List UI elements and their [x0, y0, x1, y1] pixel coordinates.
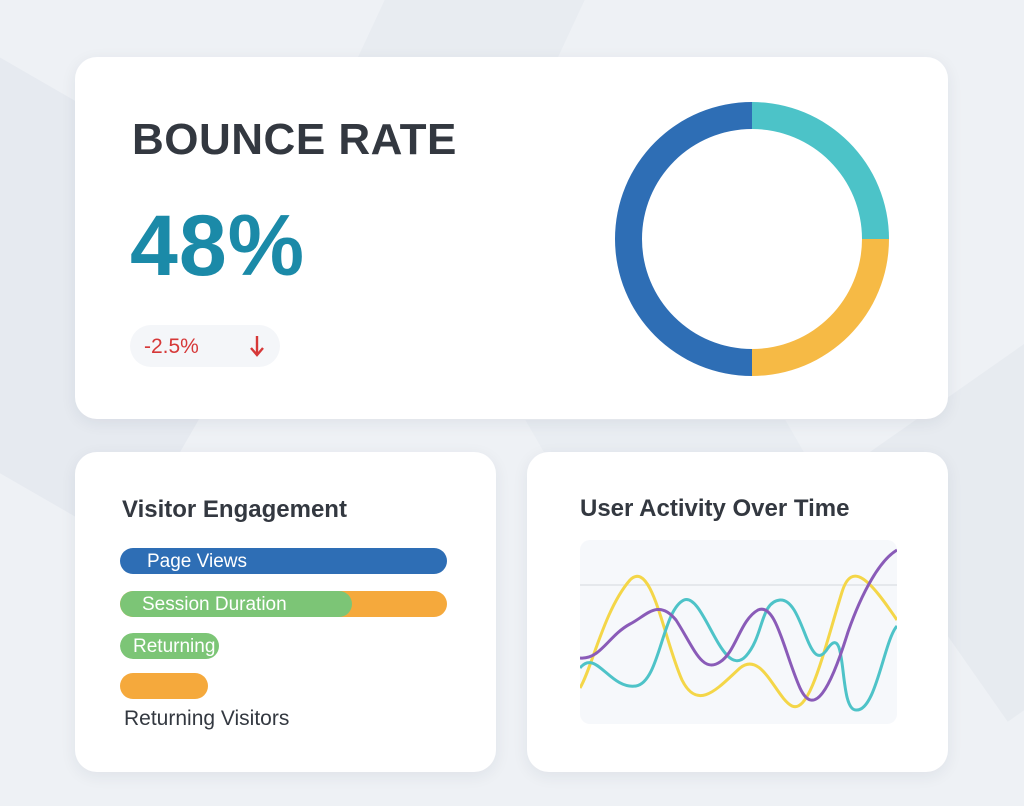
- session-duration-fill: [120, 591, 353, 617]
- series-line-yellow: [580, 574, 897, 709]
- visitor-engagement-card: Visitor Engagement Page Views Session Du…: [75, 452, 496, 772]
- arrow-down-icon: [250, 336, 264, 357]
- visitor-engagement-title: Visitor Engagement: [122, 496, 347, 523]
- chart-background: [580, 540, 897, 724]
- orange-bar: [120, 673, 208, 699]
- session-duration-label: Session Duration: [142, 594, 287, 615]
- bounce-rate-title: BOUNCE RATE: [132, 115, 457, 164]
- series-line-teal: [580, 598, 897, 712]
- session-duration-bar: Session Duration: [120, 591, 447, 617]
- page-views-bar: Page Views: [120, 548, 447, 574]
- line-chart: [580, 540, 897, 724]
- donut-segment-2: [615, 102, 752, 376]
- legend-label: Returning Visitors: [124, 707, 290, 730]
- bounce-rate-card: BOUNCE RATE 48% -2.5%: [75, 57, 948, 419]
- user-activity-card: User Activity Over Time: [527, 452, 948, 772]
- change-value: -2.5%: [144, 335, 199, 358]
- donut-segment-1: [752, 239, 889, 376]
- page-views-label: Page Views: [147, 551, 247, 572]
- bounce-rate-value: 48%: [130, 198, 306, 294]
- returning-visitors-bar: Returning Visitors: [120, 633, 300, 659]
- donut-segment-0: [752, 102, 889, 239]
- user-activity-title: User Activity Over Time: [580, 495, 850, 522]
- donut-chart: [615, 102, 889, 376]
- change-badge: -2.5%: [130, 325, 280, 367]
- series-line-purple: [580, 548, 897, 702]
- returning-visitors-fill: [120, 633, 219, 659]
- returning-visitors-label: Returning Visitors: [133, 636, 283, 657]
